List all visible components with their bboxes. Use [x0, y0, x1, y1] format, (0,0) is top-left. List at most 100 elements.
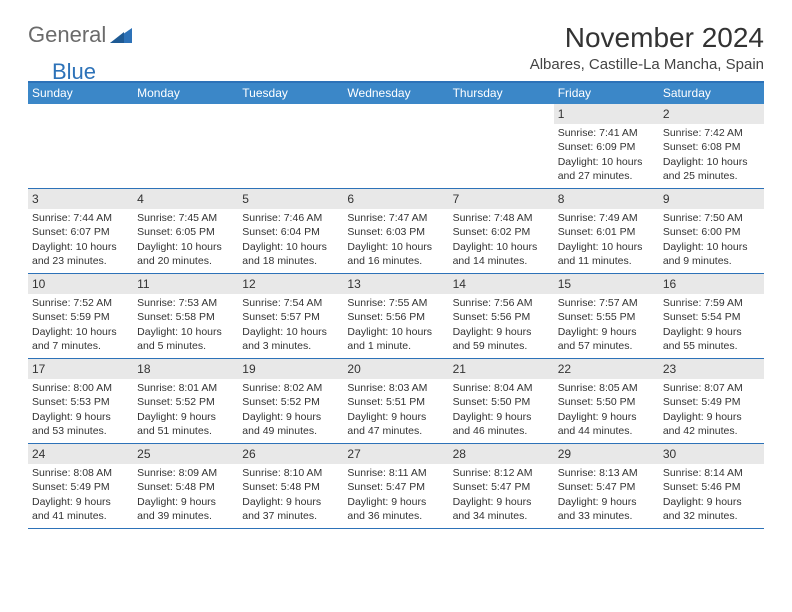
day-number: 9: [659, 189, 764, 209]
day-number: 2: [659, 104, 764, 124]
logo: General: [28, 22, 134, 48]
day-body: Sunrise: 7:59 AMSunset: 5:54 PMDaylight:…: [659, 294, 764, 357]
day-number: 20: [343, 359, 448, 379]
day-sunrise: Sunrise: 7:52 AM: [32, 296, 129, 310]
day-sunrise: Sunrise: 8:03 AM: [347, 381, 444, 395]
day-body: Sunrise: 7:55 AMSunset: 5:56 PMDaylight:…: [343, 294, 448, 357]
day-dl2: and 53 minutes.: [32, 424, 129, 438]
week-row: 1Sunrise: 7:41 AMSunset: 6:09 PMDaylight…: [28, 104, 764, 189]
title-block: November 2024 Albares, Castille-La Manch…: [530, 22, 764, 73]
day-sunrise: Sunrise: 8:02 AM: [242, 381, 339, 395]
day-number: 15: [554, 274, 659, 294]
day-cell: 20Sunrise: 8:03 AMSunset: 5:51 PMDayligh…: [343, 359, 448, 443]
day-sunset: Sunset: 5:49 PM: [663, 395, 760, 409]
week-row: 3Sunrise: 7:44 AMSunset: 6:07 PMDaylight…: [28, 189, 764, 274]
day-sunset: Sunset: 5:53 PM: [32, 395, 129, 409]
day-sunset: Sunset: 6:03 PM: [347, 225, 444, 239]
day-sunset: Sunset: 5:56 PM: [347, 310, 444, 324]
day-body: Sunrise: 8:13 AMSunset: 5:47 PMDaylight:…: [554, 464, 659, 527]
day-body: Sunrise: 7:50 AMSunset: 6:00 PMDaylight:…: [659, 209, 764, 272]
day-dl2: and 23 minutes.: [32, 254, 129, 268]
day-number: 4: [133, 189, 238, 209]
day-dl2: and 16 minutes.: [347, 254, 444, 268]
day-sunset: Sunset: 5:52 PM: [137, 395, 234, 409]
day-dl1: Daylight: 10 hours: [453, 240, 550, 254]
day-dl2: and 46 minutes.: [453, 424, 550, 438]
day-dl2: and 37 minutes.: [242, 509, 339, 523]
day-sunrise: Sunrise: 8:14 AM: [663, 466, 760, 480]
day-dl2: and 42 minutes.: [663, 424, 760, 438]
day-sunset: Sunset: 5:48 PM: [137, 480, 234, 494]
day-dl2: and 18 minutes.: [242, 254, 339, 268]
day-cell: 13Sunrise: 7:55 AMSunset: 5:56 PMDayligh…: [343, 274, 448, 358]
day-sunrise: Sunrise: 8:13 AM: [558, 466, 655, 480]
day-sunset: Sunset: 6:09 PM: [558, 140, 655, 154]
day-dl2: and 55 minutes.: [663, 339, 760, 353]
day-dl2: and 11 minutes.: [558, 254, 655, 268]
day-cell: 24Sunrise: 8:08 AMSunset: 5:49 PMDayligh…: [28, 444, 133, 528]
day-cell: 19Sunrise: 8:02 AMSunset: 5:52 PMDayligh…: [238, 359, 343, 443]
logo-word-1: General: [28, 22, 106, 48]
day-sunrise: Sunrise: 8:09 AM: [137, 466, 234, 480]
day-sunrise: Sunrise: 7:44 AM: [32, 211, 129, 225]
title-month: November 2024: [530, 22, 764, 54]
day-cell: 25Sunrise: 8:09 AMSunset: 5:48 PMDayligh…: [133, 444, 238, 528]
day-number: 8: [554, 189, 659, 209]
day-body: Sunrise: 8:02 AMSunset: 5:52 PMDaylight:…: [238, 379, 343, 442]
day-dl1: Daylight: 9 hours: [242, 495, 339, 509]
day-sunrise: Sunrise: 7:54 AM: [242, 296, 339, 310]
day-dl2: and 36 minutes.: [347, 509, 444, 523]
day-body: Sunrise: 7:56 AMSunset: 5:56 PMDaylight:…: [449, 294, 554, 357]
day-body: Sunrise: 8:07 AMSunset: 5:49 PMDaylight:…: [659, 379, 764, 442]
day-sunset: Sunset: 5:54 PM: [663, 310, 760, 324]
day-dl1: Daylight: 9 hours: [347, 410, 444, 424]
day-dl1: Daylight: 10 hours: [242, 325, 339, 339]
day-sunrise: Sunrise: 8:11 AM: [347, 466, 444, 480]
day-cell: 22Sunrise: 8:05 AMSunset: 5:50 PMDayligh…: [554, 359, 659, 443]
day-body: Sunrise: 8:00 AMSunset: 5:53 PMDaylight:…: [28, 379, 133, 442]
day-number: 25: [133, 444, 238, 464]
day-number: 28: [449, 444, 554, 464]
day-dl1: Daylight: 10 hours: [558, 240, 655, 254]
day-sunset: Sunset: 5:59 PM: [32, 310, 129, 324]
day-cell: 16Sunrise: 7:59 AMSunset: 5:54 PMDayligh…: [659, 274, 764, 358]
day-cell: 7Sunrise: 7:48 AMSunset: 6:02 PMDaylight…: [449, 189, 554, 273]
day-sunset: Sunset: 6:05 PM: [137, 225, 234, 239]
day-number: 19: [238, 359, 343, 379]
day-body: Sunrise: 7:47 AMSunset: 6:03 PMDaylight:…: [343, 209, 448, 272]
day-dl2: and 27 minutes.: [558, 169, 655, 183]
day-dl1: Daylight: 9 hours: [32, 495, 129, 509]
day-body: Sunrise: 8:11 AMSunset: 5:47 PMDaylight:…: [343, 464, 448, 527]
day-number: 27: [343, 444, 448, 464]
calendar-page: General November 2024 Albares, Castille-…: [0, 0, 792, 547]
day-cell: 3Sunrise: 7:44 AMSunset: 6:07 PMDaylight…: [28, 189, 133, 273]
day-cell: 4Sunrise: 7:45 AMSunset: 6:05 PMDaylight…: [133, 189, 238, 273]
day-sunset: Sunset: 5:58 PM: [137, 310, 234, 324]
day-body: Sunrise: 7:46 AMSunset: 6:04 PMDaylight:…: [238, 209, 343, 272]
day-cell: [449, 104, 554, 188]
day-cell: 28Sunrise: 8:12 AMSunset: 5:47 PMDayligh…: [449, 444, 554, 528]
day-body: Sunrise: 8:08 AMSunset: 5:49 PMDaylight:…: [28, 464, 133, 527]
day-sunset: Sunset: 5:49 PM: [32, 480, 129, 494]
day-dl1: Daylight: 9 hours: [137, 410, 234, 424]
day-cell: 23Sunrise: 8:07 AMSunset: 5:49 PMDayligh…: [659, 359, 764, 443]
day-dl2: and 34 minutes.: [453, 509, 550, 523]
day-dl2: and 33 minutes.: [558, 509, 655, 523]
day-sunrise: Sunrise: 7:47 AM: [347, 211, 444, 225]
day-cell: 8Sunrise: 7:49 AMSunset: 6:01 PMDaylight…: [554, 189, 659, 273]
day-body: Sunrise: 8:12 AMSunset: 5:47 PMDaylight:…: [449, 464, 554, 527]
dow-sunday: Sunday: [28, 83, 133, 104]
day-number: 17: [28, 359, 133, 379]
day-sunrise: Sunrise: 7:41 AM: [558, 126, 655, 140]
day-sunrise: Sunrise: 8:04 AM: [453, 381, 550, 395]
day-sunset: Sunset: 5:50 PM: [453, 395, 550, 409]
dow-thursday: Thursday: [449, 83, 554, 104]
day-cell: 1Sunrise: 7:41 AMSunset: 6:09 PMDaylight…: [554, 104, 659, 188]
day-dl2: and 32 minutes.: [663, 509, 760, 523]
day-dl1: Daylight: 10 hours: [242, 240, 339, 254]
day-number: 10: [28, 274, 133, 294]
day-number: 21: [449, 359, 554, 379]
day-sunset: Sunset: 5:47 PM: [558, 480, 655, 494]
day-sunset: Sunset: 5:57 PM: [242, 310, 339, 324]
day-dl2: and 5 minutes.: [137, 339, 234, 353]
